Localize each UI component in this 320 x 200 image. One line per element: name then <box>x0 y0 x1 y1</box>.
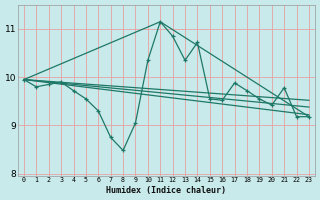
X-axis label: Humidex (Indice chaleur): Humidex (Indice chaleur) <box>107 186 227 195</box>
